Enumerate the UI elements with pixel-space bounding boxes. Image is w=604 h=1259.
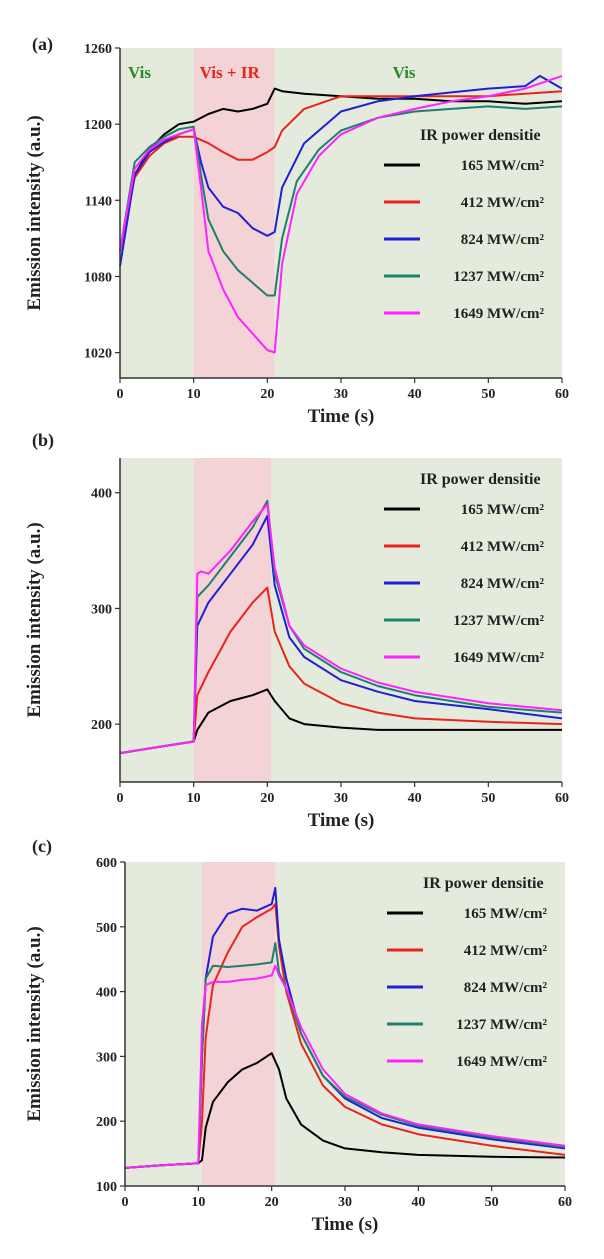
x-tick-label: 40	[411, 1195, 425, 1210]
y-tick-label: 1080	[84, 270, 112, 285]
x-tick-label: 60	[558, 1195, 572, 1210]
region-label: Vis + IR	[200, 63, 261, 82]
legend-label-4: 1237 MW/cm²	[453, 613, 544, 629]
y-axis-label: Emission intensity (a.u.)	[24, 522, 45, 717]
x-tick-label: 10	[191, 1195, 205, 1210]
y-tick-label: 100	[96, 1180, 117, 1195]
region-vis-0	[120, 458, 194, 782]
series-line-2	[119, 90, 563, 252]
legend-label-3: 824 MW/cm²	[461, 576, 545, 592]
y-tick-label: 200	[91, 718, 112, 733]
y-axis-label: Emission intensity (a.u.)	[24, 926, 45, 1121]
series-line-5	[124, 964, 566, 1169]
x-tick-label: 30	[334, 387, 348, 402]
legend-label-1: 165 MW/cm²	[461, 158, 545, 174]
region-label: Vis	[393, 63, 416, 82]
region-ir-1	[193, 458, 272, 782]
y-tick-label: 1260	[84, 42, 112, 57]
series-line-4	[124, 942, 566, 1169]
x-tick-label: 30	[338, 1195, 352, 1210]
legend-title: IR power densitie	[420, 471, 541, 488]
x-tick-label: 0	[117, 387, 124, 402]
series-line-2	[124, 903, 566, 1169]
panel-label: (b)	[32, 430, 54, 451]
y-tick-label: 300	[91, 602, 112, 617]
x-axis-label: Time (s)	[308, 810, 375, 831]
x-tick-label: 60	[555, 387, 569, 402]
region-ir-1	[193, 48, 275, 378]
legend-label-1: 165 MW/cm²	[464, 906, 548, 922]
y-tick-label: 400	[91, 487, 112, 502]
series-line-1	[119, 87, 563, 252]
panel-label: (a)	[32, 34, 53, 55]
legend-label-2: 412 MW/cm²	[464, 943, 548, 959]
y-tick-label: 500	[96, 921, 117, 936]
series-line-1	[124, 1052, 566, 1169]
x-tick-label: 40	[408, 387, 422, 402]
x-tick-label: 10	[187, 387, 201, 402]
y-tick-label: 1140	[85, 194, 112, 209]
x-tick-label: 30	[334, 791, 348, 806]
chart-panel-3: 0 10 20 30 40 50 60 100 200 300 400 500 600 Time (s) E…	[24, 836, 572, 1235]
x-tick-label: 0	[122, 1195, 129, 1210]
y-tick-label: 400	[96, 986, 117, 1001]
legend-label-5: 1649 MW/cm²	[456, 1054, 547, 1070]
y-tick-label: 600	[96, 856, 117, 871]
series-line-4	[119, 105, 563, 297]
y-tick-label: 1200	[84, 118, 112, 133]
legend-title: IR power densitie	[423, 875, 544, 892]
y-tick-label: 1020	[84, 347, 112, 362]
legend-label-3: 824 MW/cm²	[464, 980, 548, 996]
series-line-2	[119, 586, 563, 755]
legend-label-2: 412 MW/cm²	[461, 539, 545, 555]
series-line-1	[119, 688, 562, 755]
x-tick-label: 50	[481, 387, 495, 402]
y-tick-label: 300	[96, 1050, 117, 1065]
legend-label-4: 1237 MW/cm²	[453, 269, 544, 285]
legend-label-3: 824 MW/cm²	[461, 232, 545, 248]
legend-label-5: 1649 MW/cm²	[453, 650, 544, 666]
x-tick-label: 0	[117, 791, 124, 806]
x-tick-label: 20	[260, 791, 274, 806]
legend-label-5: 1649 MW/cm²	[453, 306, 544, 322]
series-line-5	[119, 74, 563, 354]
x-tick-label: 20	[260, 387, 274, 402]
legend-title: IR power densitie	[420, 127, 541, 144]
region-vis-0	[120, 48, 194, 378]
series-line-5	[119, 503, 563, 755]
x-tick-label: 40	[408, 791, 422, 806]
x-axis-label: Time (s)	[308, 406, 375, 427]
y-axis-label: Emission intensity (a.u.)	[24, 115, 45, 310]
region-label: Vis	[128, 63, 151, 82]
legend-label-2: 412 MW/cm²	[461, 195, 545, 211]
region-vis-2	[274, 48, 562, 378]
x-tick-label: 20	[265, 1195, 279, 1210]
panel-label: (c)	[32, 836, 52, 857]
legend-label-4: 1237 MW/cm²	[456, 1017, 547, 1033]
y-tick-label: 200	[96, 1115, 117, 1130]
x-tick-label: 50	[485, 1195, 499, 1210]
x-tick-label: 10	[187, 791, 201, 806]
region-vis-0	[125, 862, 202, 1186]
x-tick-label: 60	[555, 791, 569, 806]
x-tick-label: 50	[481, 791, 495, 806]
x-axis-label: Time (s)	[312, 1214, 379, 1235]
legend-label-1: 165 MW/cm²	[461, 502, 545, 518]
chart-panel-2: 0 10 20 30 40 50 60 200 300 400 Time (s) Emission i…	[24, 430, 569, 831]
region-ir-1	[202, 862, 276, 1186]
